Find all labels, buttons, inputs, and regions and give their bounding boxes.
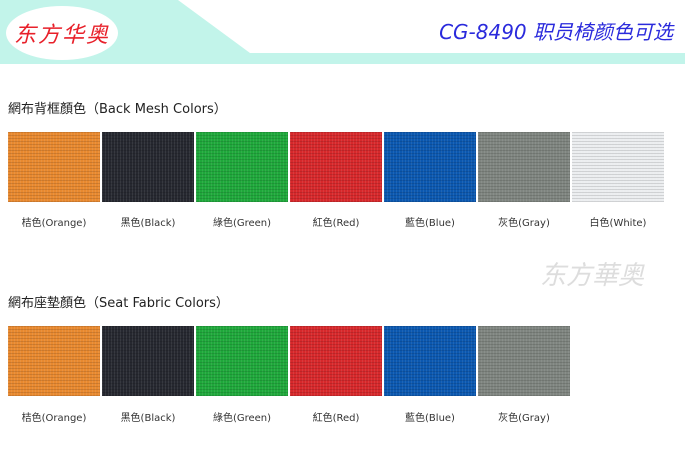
seat-fabric-labels: 桔色(Orange) 黑色(Black) 綠色(Green) 紅色(Red) 藍色(Bl… (8, 409, 570, 424)
swatch-label: 紅色(Red) (312, 218, 360, 229)
swatch-label: 桔色(Orange) (21, 413, 87, 424)
swatch-label: 黑色(Black) (120, 218, 176, 229)
watermark: 东方華奥 (540, 261, 645, 291)
swatch-label: 灰色(Gray) (498, 218, 550, 229)
back-mesh-swatches (8, 132, 664, 202)
color-swatch (8, 326, 100, 396)
swatch-label: 灰色(Gray) (498, 413, 550, 424)
color-swatch (572, 132, 664, 202)
swatch-label: 藍色(Blue) (405, 218, 455, 229)
color-swatch (290, 326, 382, 396)
back-mesh-title: 網布背框顏色（Back Mesh Colors） (8, 102, 227, 117)
swatch-label: 紅色(Red) (312, 413, 360, 424)
color-swatch (384, 326, 476, 396)
back-mesh-labels: 桔色(Orange) 黑色(Black) 綠色(Green) 紅色(Red) 藍色(Bl… (8, 214, 664, 229)
color-swatch (102, 132, 194, 202)
color-swatch (102, 326, 194, 396)
seat-fabric-title: 網布座墊顏色（Seat Fabric Colors） (8, 296, 229, 311)
color-swatch (290, 132, 382, 202)
swatch-label: 綠色(Green) (212, 218, 272, 229)
color-swatch (8, 132, 100, 202)
logo: 东方华奥 (6, 6, 118, 60)
swatch-label: 藍色(Blue) (405, 413, 455, 424)
swatch-label: 桔色(Orange) (21, 218, 87, 229)
color-swatch (478, 326, 570, 396)
color-swatch (384, 132, 476, 202)
page-title: CG-8490 职员椅颜色可选 (439, 20, 673, 44)
color-swatch (196, 326, 288, 396)
color-swatch (196, 132, 288, 202)
swatch-label: 黑色(Black) (120, 413, 176, 424)
seat-fabric-swatches (8, 326, 570, 396)
swatch-label: 白色(White) (589, 218, 647, 229)
color-swatch (478, 132, 570, 202)
swatch-label: 綠色(Green) (212, 413, 272, 424)
header-title-area (178, 0, 685, 53)
